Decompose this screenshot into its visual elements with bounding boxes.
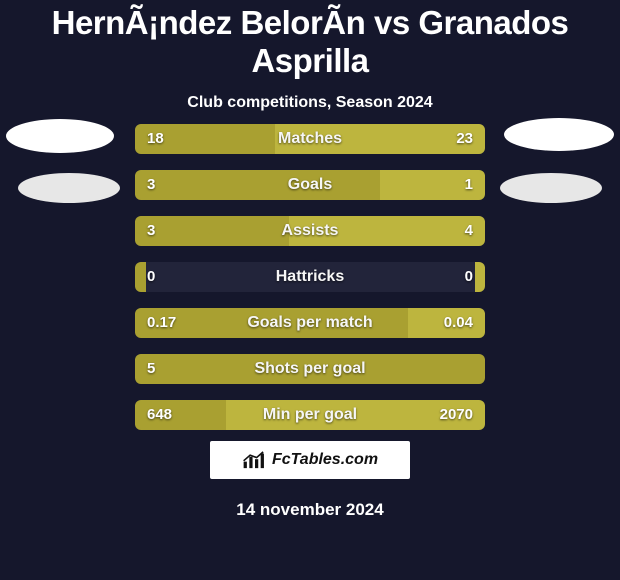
stat-value-right: 2070 [440,400,473,430]
stat-row: Shots per goal5 [135,354,485,384]
stat-label: Shots per goal [135,354,485,384]
stat-label: Assists [135,216,485,246]
stat-value-left: 3 [147,216,155,246]
stat-value-right: 1 [465,170,473,200]
stat-row: Hattricks0 0 [135,262,485,292]
stat-label: Hattricks [135,262,485,292]
stat-value-left: 5 [147,354,155,384]
stat-value-left: 648 [147,400,172,430]
stat-value-left: 3 [147,170,155,200]
watermark: FcTables.com [210,441,410,479]
stat-value-left: 0.17 [147,308,176,338]
subtitle: Club competitions, Season 2024 [0,94,620,112]
stat-label: Matches [135,124,485,154]
bars-icon [242,450,268,470]
stat-label: Min per goal [135,400,485,430]
stat-value-right: 23 [456,124,473,154]
page-title: HernÃ¡ndez BelorÃ­n vs Granados Asprilla [0,0,620,80]
stat-row: Goals3 1 [135,170,485,200]
watermark-text: FcTables.com [272,451,378,469]
stat-row: Matches18 23 [135,124,485,154]
player-right-team-logo [500,173,602,203]
player-left-avatar [6,119,114,153]
stats-bars: Matches1823Goals31Assists34Hattricks00Go… [135,124,485,446]
stat-value-right: 0.04 [444,308,473,338]
stat-label: Goals per match [135,308,485,338]
stat-label: Goals [135,170,485,200]
date: 14 november 2024 [0,500,620,520]
stat-value-right: 0 [465,262,473,292]
stat-value-left: 0 [147,262,155,292]
stat-value-left: 18 [147,124,164,154]
player-left-team-logo [18,173,120,203]
player-right-avatar [504,118,614,151]
stat-row: Assists3 4 [135,216,485,246]
stat-value-right: 4 [465,216,473,246]
stat-row: Min per goal648 2070 [135,400,485,430]
stat-row: Goals per match0.17 0.04 [135,308,485,338]
